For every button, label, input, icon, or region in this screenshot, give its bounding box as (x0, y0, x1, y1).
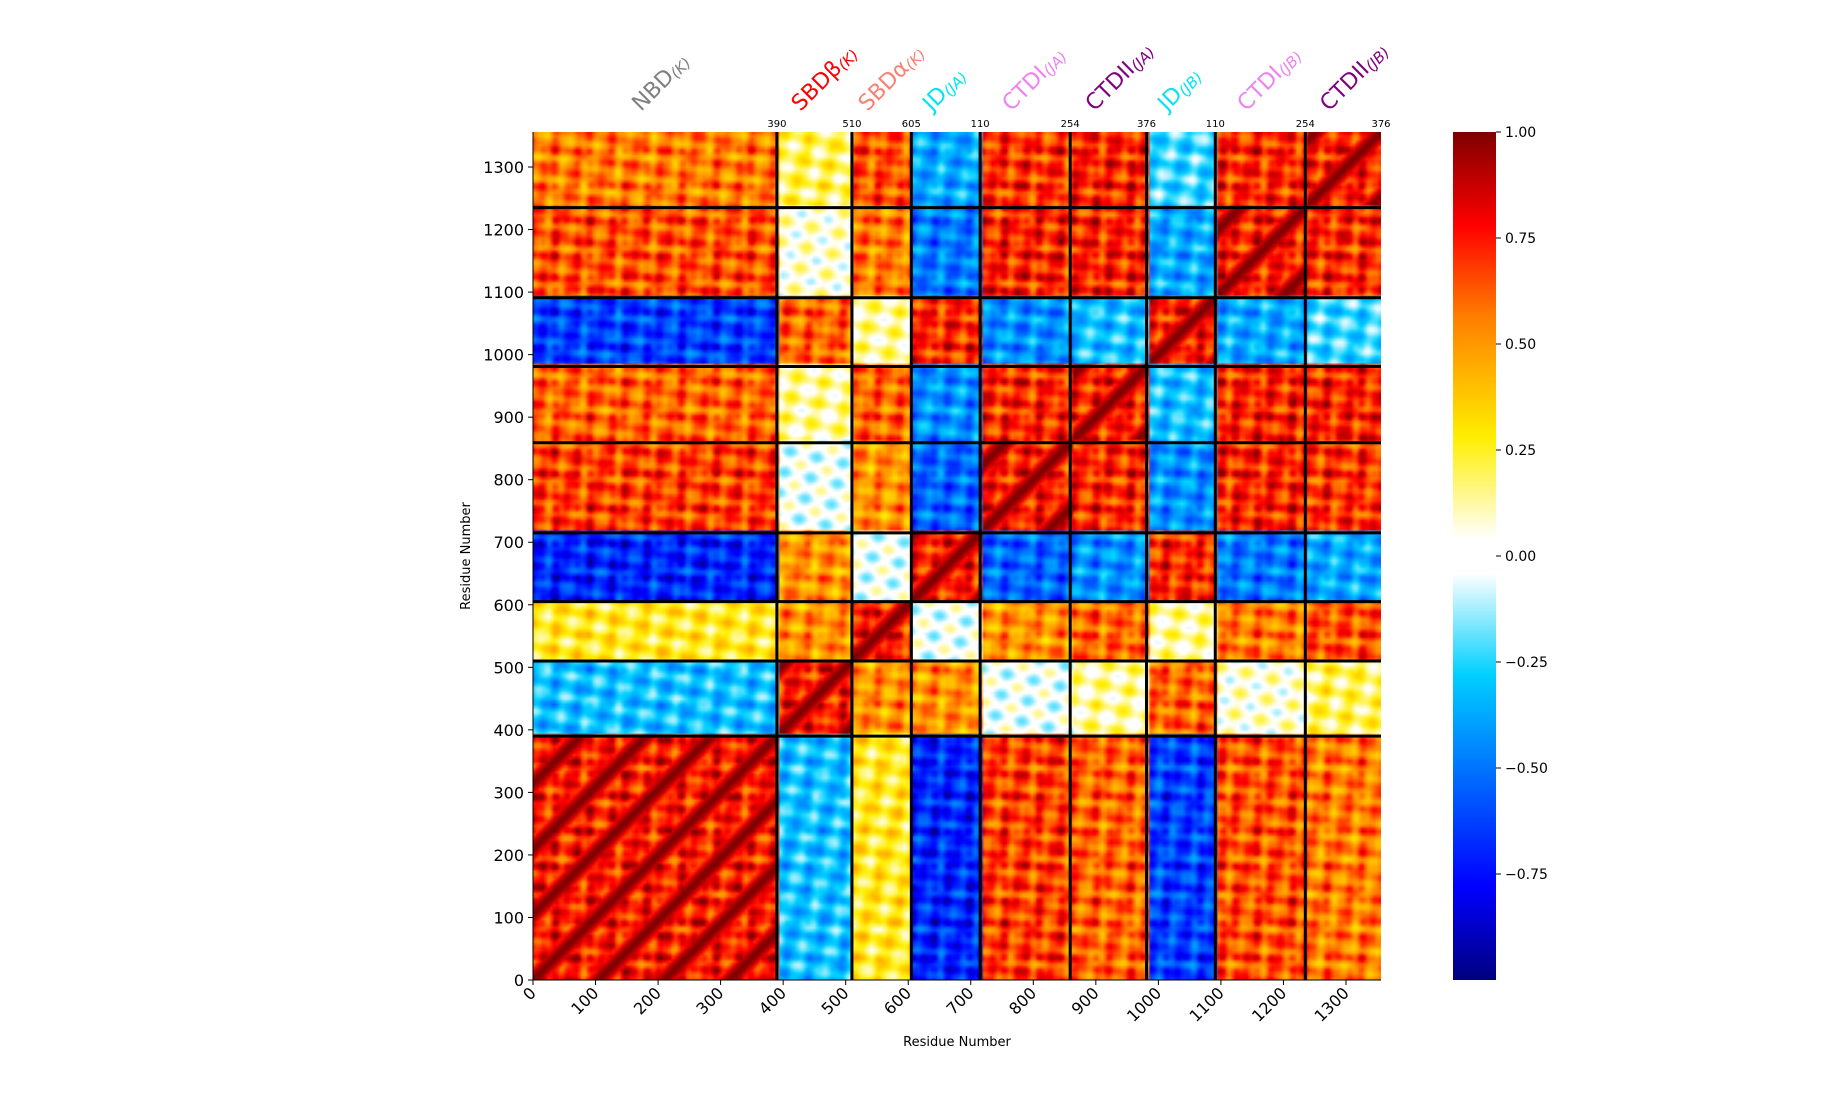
boundary-number-label: 376 (1371, 119, 1390, 130)
boundary-number-label: 605 (902, 119, 921, 130)
y-axis-label: Residue Number (459, 502, 474, 610)
colorbar: 1.00 0.75 0.50 0.25 0.00 −0.25 −0.50 −0.75 (1453, 125, 1548, 980)
domain-boundary-lines (533, 132, 1381, 980)
y-tick-label: 900 (493, 408, 524, 427)
colorbar-tick-label: 1.00 (1505, 125, 1536, 141)
y-tick-label: 1300 (483, 158, 524, 177)
y-tick-label: 200 (493, 846, 524, 865)
boundary-number-label: 390 (767, 119, 786, 130)
x-tick-label: 400 (755, 983, 790, 1018)
colorbar-tick-label: 0.75 (1505, 231, 1536, 247)
y-tick-label: 600 (493, 596, 524, 615)
x-tick-label: 600 (880, 983, 915, 1018)
colorbar-tick-label: 0.00 (1505, 549, 1536, 565)
y-tick-label: 500 (493, 658, 524, 677)
colorbar-ticks: 1.00 0.75 0.50 0.25 0.00 −0.25 −0.50 −0.75 (1496, 125, 1548, 883)
x-tick-label: 900 (1068, 983, 1103, 1018)
boundary-number-label: 254 (1061, 119, 1080, 130)
colorbar-gradient (1453, 132, 1496, 980)
y-tick-label: 400 (493, 721, 524, 740)
x-axis-label: Residue Number (903, 1035, 1011, 1050)
y-tick-label: 300 (493, 783, 524, 802)
domain-label: SBDβ(K) (787, 41, 862, 116)
y-tick-label: 700 (493, 533, 524, 552)
domain-label: NBD(K) (628, 49, 695, 116)
y-tick-label: 1100 (483, 283, 524, 302)
heatmap-image (533, 132, 1381, 980)
colorbar-tick-label: 0.25 (1505, 443, 1536, 459)
colorbar-tick-label: −0.50 (1505, 761, 1548, 777)
boundary-number-label: 376 (1137, 119, 1156, 130)
y-tick-label: 1200 (483, 221, 524, 240)
x-tick-label: 1000 (1123, 983, 1165, 1025)
domain-label: CTDI(JA) (998, 43, 1071, 116)
x-tick-label: 1100 (1186, 983, 1228, 1025)
boundary-number-label: 510 (842, 119, 861, 130)
x-tick-label: 300 (692, 983, 727, 1018)
y-tick-label: 1000 (483, 346, 524, 365)
x-tick-label: 1200 (1248, 983, 1290, 1025)
x-tick-label: 500 (817, 983, 852, 1018)
y-axis: 0 100 200 300 400 500 600 700 800 900 1000 1100 1200… (483, 132, 534, 990)
boundary-number-label: 110 (1206, 119, 1225, 130)
colorbar-tick-label: −0.75 (1505, 867, 1548, 883)
y-tick-label: 100 (493, 908, 524, 927)
domain-label: JD(JA) (917, 63, 971, 117)
domain-label: CTDII(JB) (1315, 38, 1393, 116)
domain-label: CTDII(JA) (1081, 38, 1159, 116)
domain-label: SBDα(K) (854, 41, 930, 117)
x-tick-label: 200 (630, 983, 665, 1018)
x-tick-label: 100 (567, 983, 602, 1018)
colorbar-tick-label: 0.50 (1505, 337, 1536, 353)
colorbar-tick-label: −0.25 (1505, 655, 1548, 671)
x-tick-label: 700 (943, 983, 978, 1018)
domain-labels: NBD(K) SBDβ(K)SBDα(K)JD(JA) CTDI(JA) CTDII(… (628, 38, 1394, 117)
boundary-number-label: 110 (971, 119, 990, 130)
x-tick-label: 1300 (1311, 983, 1353, 1025)
x-tick-label: 800 (1005, 983, 1040, 1018)
boundary-labels: 390 510 605 110 254 376 110 254 376 (767, 119, 1390, 130)
domain-label: CTDI(JB) (1233, 43, 1306, 116)
x-axis: 0 100 200 300 400 500 600 700 800 900 1000 1100 1200… (519, 979, 1381, 1026)
boundary-number-label: 254 (1296, 119, 1315, 130)
heatmap (533, 132, 1381, 980)
y-tick-label: 800 (493, 471, 524, 490)
domain-label: JD(JB) (1152, 63, 1206, 117)
y-tick-label: 0 (514, 971, 524, 990)
